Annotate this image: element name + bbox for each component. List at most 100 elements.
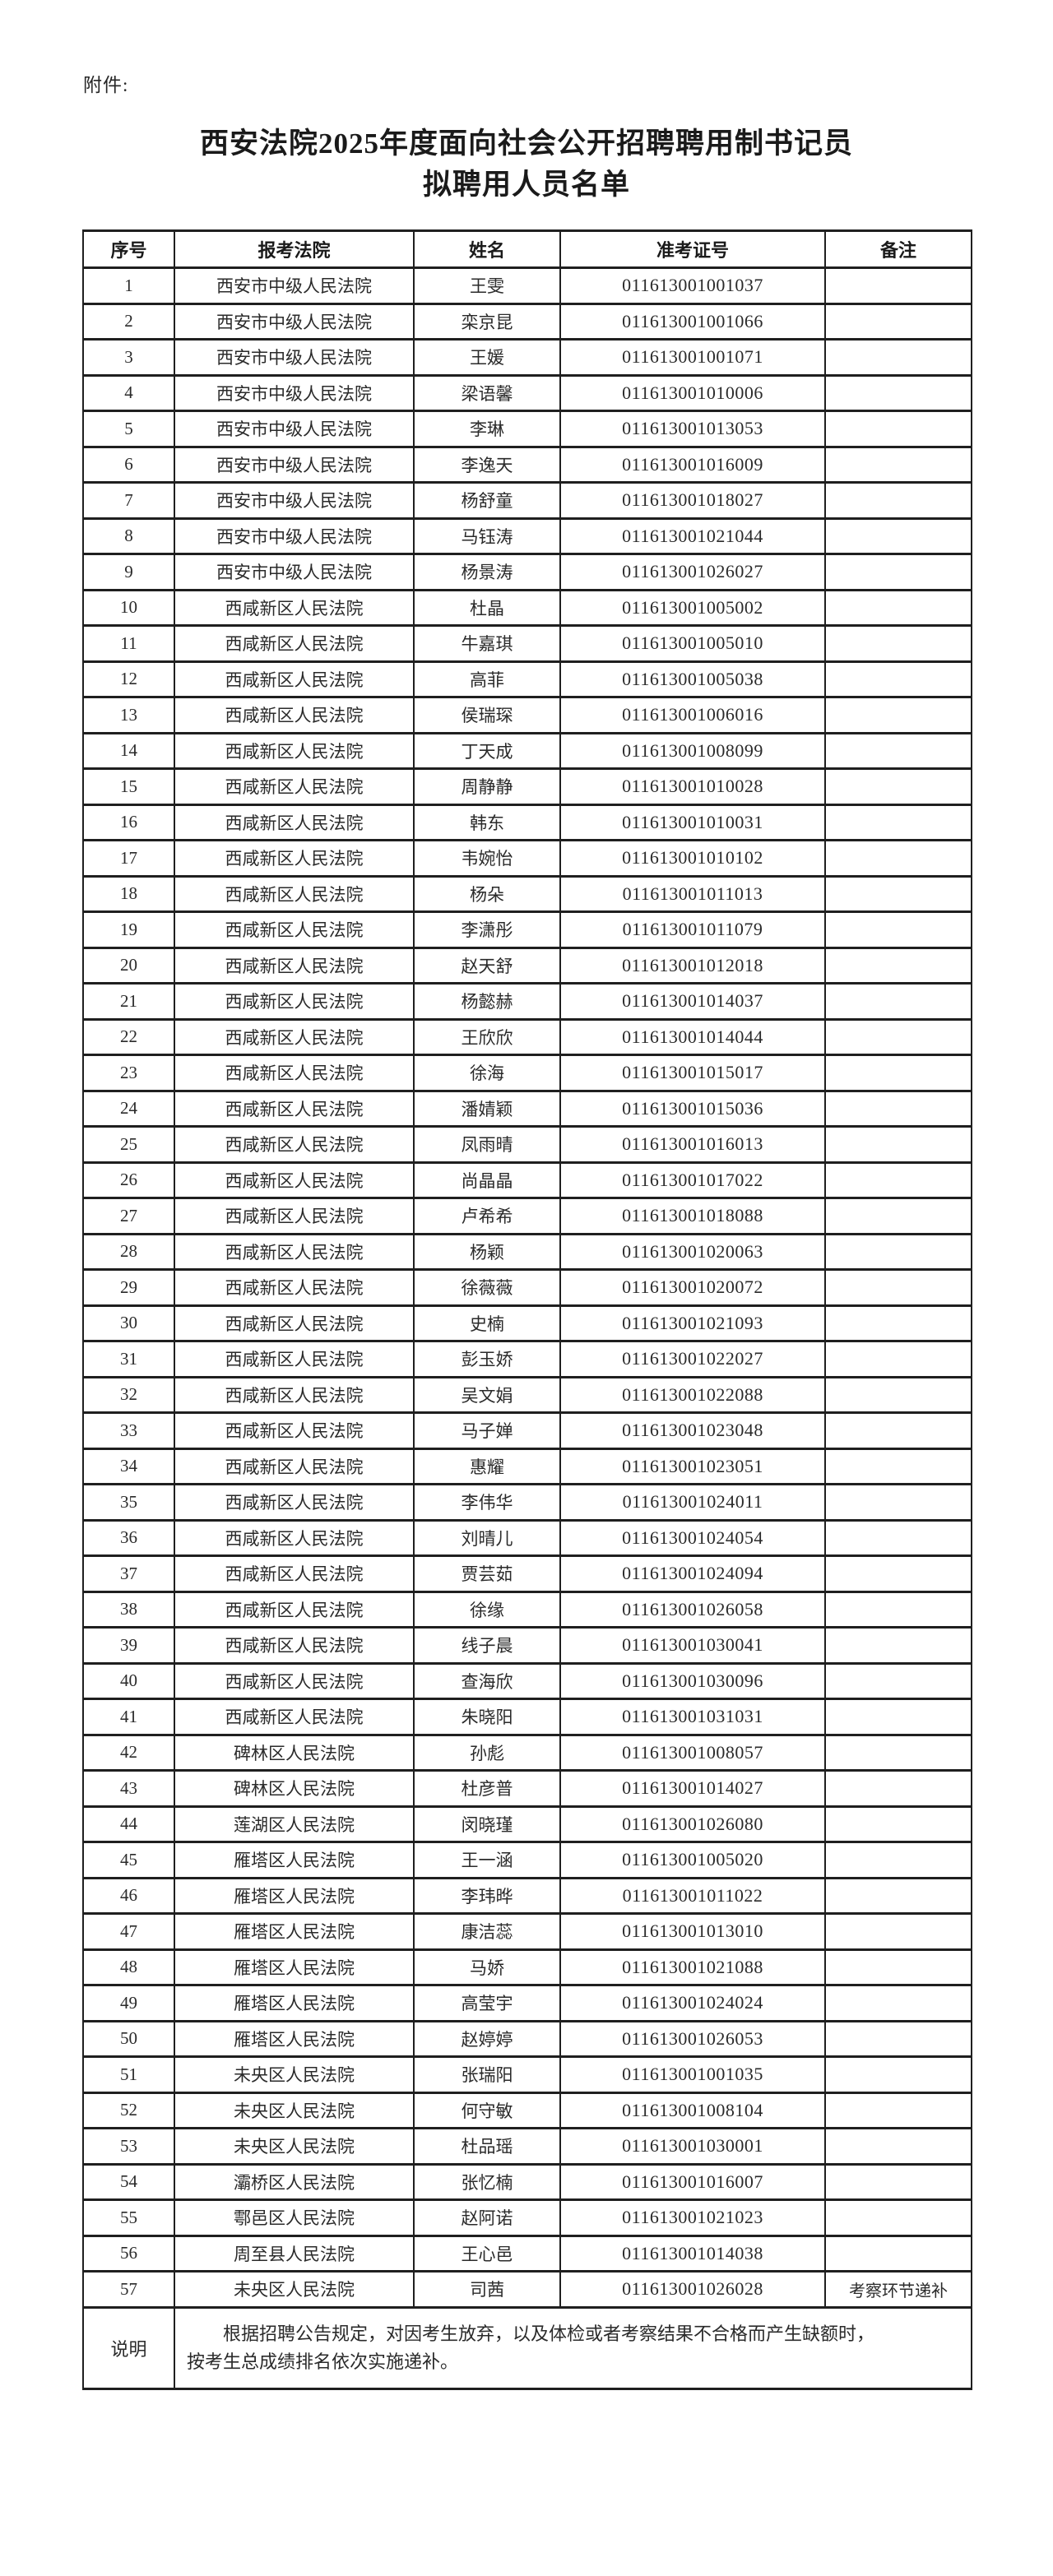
cell-remark [824,910,972,949]
table-row: 47 雁塔区人民法院 康洁蕊 011613001013010 [82,1912,972,1951]
cell-court: 西咸新区人民法院 [174,731,415,770]
cell-remark [824,588,972,627]
cell-no: 44 [82,1805,175,1843]
cell-ticket: 011613001011013 [559,874,826,913]
cell-court: 未央区人民法院 [174,2055,415,2094]
cell-court: 西咸新区人民法院 [174,1268,415,1307]
table-row: 41 西咸新区人民法院 朱晓阳 011613001031031 [82,1698,972,1736]
cell-no: 6 [82,445,175,484]
cell-ticket: 011613001018088 [559,1197,826,1235]
cell-name: 丁天成 [413,731,561,770]
cell-remark [824,2234,972,2273]
cell-remark [824,874,972,913]
cell-name: 徐缘 [413,1590,561,1629]
cell-remark [824,946,972,985]
cell-remark [824,1089,972,1128]
cell-ticket: 011613001024054 [559,1518,826,1557]
cell-remark [824,1984,972,2022]
cell-name: 李潇彤 [413,910,561,949]
cell-ticket: 011613001010028 [559,767,826,806]
cell-no: 55 [82,2198,175,2237]
page-title-line1: 西安法院2025年度面向社会公开招聘聘用制书记员 [199,127,853,160]
cell-remark [824,1447,972,1485]
cell-remark [824,696,972,734]
cell-name: 康洁蕊 [413,1912,561,1951]
cell-court: 西安市中级人民法院 [174,553,415,591]
table-row: 26 西咸新区人民法院 尚晶晶 011613001017022 [82,1161,972,1199]
cell-court: 西安市中级人民法院 [174,266,415,305]
cell-no: 47 [82,1912,175,1951]
table-row: 36 西咸新区人民法院 刘晴儿 011613001024054 [82,1518,972,1557]
cell-court: 西安市中级人民法院 [174,302,415,341]
cell-remark: 考察环节递补 [824,2270,972,2309]
cell-no: 21 [82,982,175,1021]
page-title: 西安法院2025年度面向社会公开招聘聘用制书记员 拟聘用人员名单 [0,123,1053,206]
cell-ticket: 011613001001071 [559,338,826,377]
cell-name: 吴文娟 [413,1375,561,1414]
cell-remark [824,553,972,591]
cell-ticket: 011613001008057 [559,1733,826,1772]
cell-ticket: 011613001023051 [559,1447,826,1485]
cell-ticket: 011613001012018 [559,946,826,985]
cell-no: 3 [82,338,175,377]
cell-no: 26 [82,1161,175,1199]
cell-ticket: 011613001014037 [559,982,826,1021]
cell-no: 33 [82,1411,175,1450]
cell-court: 鄠邑区人民法院 [174,2198,415,2237]
cell-name: 马子婵 [413,1411,561,1450]
table-row: 15 西咸新区人民法院 周静静 011613001010028 [82,767,972,806]
cell-name: 孙彪 [413,1733,561,1772]
cell-no: 17 [82,839,175,878]
cell-name: 王欣欣 [413,1017,561,1056]
cell-name: 韩东 [413,803,561,841]
cell-court: 西咸新区人民法院 [174,1698,415,1736]
cell-remark [824,1912,972,1951]
cell-remark [824,1518,972,1557]
cell-name: 潘婧颖 [413,1089,561,1128]
page-title-line2: 拟聘用人员名单 [422,169,630,201]
cell-name: 李伟华 [413,1483,561,1522]
footer-label: 说明 [82,2305,175,2390]
cell-name: 凤雨晴 [413,1125,561,1164]
cell-court: 西咸新区人民法院 [174,946,415,985]
cell-court: 未央区人民法院 [174,2270,415,2309]
table-row: 18 西咸新区人民法院 杨朵 011613001011013 [82,874,972,913]
table-row: 8 西安市中级人民法院 马钰涛 011613001021044 [82,517,972,555]
table-row: 55 鄠邑区人民法院 赵阿诺 011613001021023 [82,2198,972,2237]
cell-remark [824,1304,972,1342]
cell-name: 赵婷婷 [413,2019,561,2058]
cell-remark [824,302,972,341]
table-row: 9 西安市中级人民法院 杨景涛 011613001026027 [82,553,972,591]
cell-no: 7 [82,481,175,520]
cell-remark [824,2162,972,2201]
cell-remark [824,1805,972,1843]
cell-ticket: 011613001016007 [559,2162,826,2201]
cell-remark [824,1411,972,1450]
cell-remark [824,1017,972,1056]
cell-no: 52 [82,2091,175,2129]
cell-court: 雁塔区人民法院 [174,2019,415,2058]
cell-court: 西咸新区人民法院 [174,1518,415,1557]
cell-no: 13 [82,696,175,734]
cell-remark [824,517,972,555]
table-row: 42 碑林区人民法院 孙彪 011613001008057 [82,1733,972,1772]
cell-ticket: 011613001021093 [559,1304,826,1342]
cell-ticket: 011613001016009 [559,445,826,484]
cell-name: 赵天舒 [413,946,561,985]
cell-court: 西咸新区人民法院 [174,696,415,734]
cell-name: 杨景涛 [413,553,561,591]
cell-remark [824,1054,972,1092]
cell-ticket: 011613001022088 [559,1375,826,1414]
cell-ticket: 011613001014044 [559,1017,826,1056]
cell-ticket: 011613001008104 [559,2091,826,2129]
cell-remark [824,982,972,1021]
table-row: 34 西咸新区人民法院 惠耀 011613001023051 [82,1447,972,1485]
cell-ticket: 011613001013010 [559,1912,826,1951]
cell-court: 西咸新区人民法院 [174,1554,415,1593]
cell-no: 29 [82,1268,175,1307]
cell-remark [824,1876,972,1915]
cell-remark [824,2019,972,2058]
cell-no: 38 [82,1590,175,1629]
cell-ticket: 011613001024011 [559,1483,826,1522]
footer-row: 说明 根据招聘公告规定，对因考生放弃，以及体检或者考察结果不合格而产生缺额时， … [82,2305,972,2390]
